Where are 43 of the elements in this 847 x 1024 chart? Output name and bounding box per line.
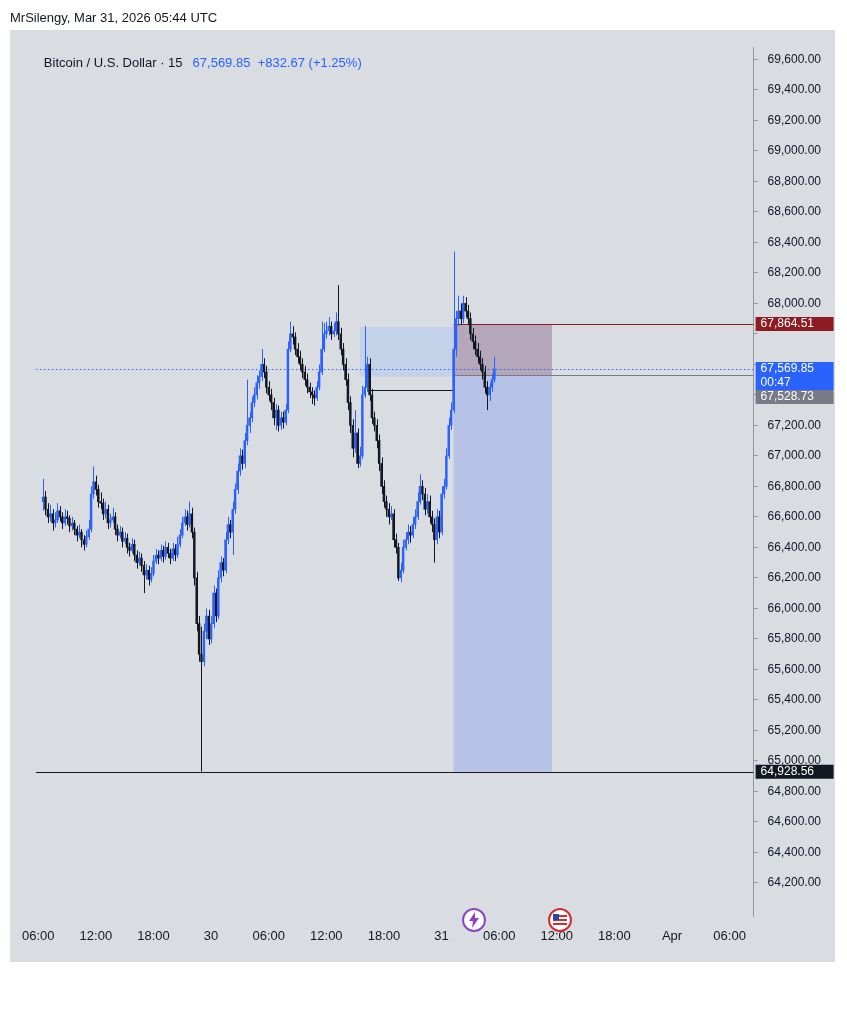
y-tick-label: 64,600.00 [767, 814, 822, 829]
y-tick-label: 65,600.00 [767, 661, 822, 676]
ref-line-label: 67,569.85 00:47 [760, 361, 815, 390]
y-tick-label: 66,600.00 [767, 509, 822, 524]
y-tick-label: 66,200.00 [767, 570, 822, 585]
y-tick-label: 67,200.00 [767, 417, 822, 432]
y-tick-label: 67,000.00 [767, 448, 822, 463]
y-tick-label: 69,600.00 [767, 51, 822, 66]
x-tick-label: 12:00 [540, 927, 574, 943]
x-tick-label: 18:00 [598, 927, 631, 943]
ref-line-label: 67,864.51 [760, 316, 815, 331]
text: MrSilengy, Mar 31, 2026 05:44 UTC [10, 10, 218, 25]
y-tick-label: 68,600.00 [767, 204, 822, 219]
y-tick-label: 65,800.00 [767, 631, 822, 646]
ref-line-label: 67,528.73 [760, 389, 815, 404]
y-tick-label: 66,400.00 [767, 539, 822, 554]
y-tick-label: 65,400.00 [767, 692, 822, 707]
x-tick-label: 31 [434, 927, 449, 943]
text: 67,569.85 +832.67 (+1.25%) [192, 55, 362, 71]
x-tick-label: 06:00 [252, 927, 285, 943]
x-tick-label: 12:00 [310, 927, 343, 943]
y-tick-label: 68,400.00 [767, 234, 822, 249]
y-tick-label: 66,000.00 [767, 600, 822, 615]
x-tick-label: 06:00 [482, 927, 516, 943]
y-tick-label: 65,200.00 [767, 722, 822, 737]
y-tick-label: 64,200.00 [767, 875, 822, 890]
y-tick-label: 64,400.00 [767, 844, 822, 859]
y-tick-label: 68,800.00 [767, 173, 822, 188]
x-tick-label: Apr [661, 927, 683, 943]
y-tick-label: 68,000.00 [767, 295, 822, 310]
y-tick-label: 68,200.00 [767, 265, 822, 280]
x-tick-label: 18:00 [137, 927, 170, 943]
x-tick-label: 12:00 [79, 927, 113, 943]
y-tick-label: 69,000.00 [767, 143, 822, 158]
y-tick-label: 64,800.00 [767, 783, 822, 798]
y-tick-label: 69,400.00 [767, 82, 822, 97]
x-tick-label: 18:00 [367, 927, 401, 943]
x-tick-label: 30 [203, 927, 219, 943]
y-tick-label: 66,800.00 [767, 478, 822, 493]
x-tick-label: 06:00 [713, 927, 746, 943]
y-tick-label: 69,200.00 [767, 112, 822, 127]
x-tick-label: 06:00 [21, 927, 55, 943]
text: Bitcoin / U.S. Dollar · 15 [43, 55, 183, 71]
